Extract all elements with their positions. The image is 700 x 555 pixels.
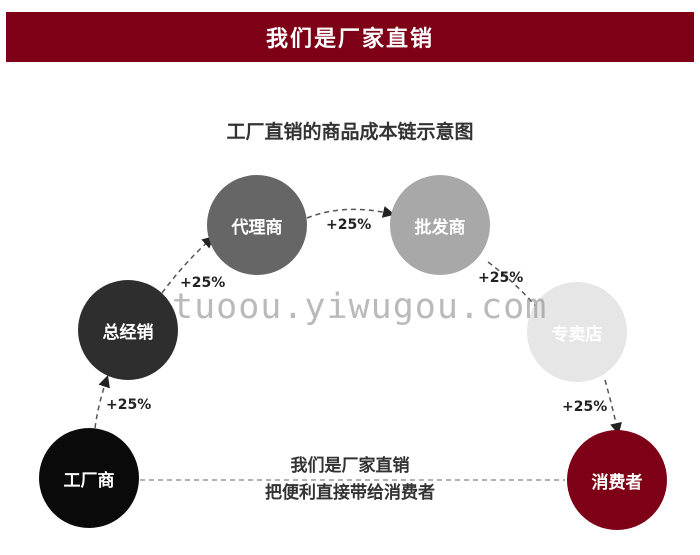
arrow-wholesaler-to-store xyxy=(487,261,550,325)
markup-label: +25% xyxy=(106,397,152,413)
node-label: 工厂商 xyxy=(63,470,115,491)
note-line-1: 我们是厂家直销 xyxy=(290,456,410,476)
arrow-store-to-consumer xyxy=(604,379,622,435)
node-general-distributor: 总经销 xyxy=(78,280,178,380)
node-label: 专卖店 xyxy=(551,324,603,345)
node-consumer: 消费者 xyxy=(567,430,667,530)
note-line-2: 把便利直接带给消费者 xyxy=(265,483,435,503)
banner-title: 我们是厂家直销 xyxy=(265,27,434,52)
markup-label: +25% xyxy=(478,270,524,286)
node-wholesaler: 批发商 xyxy=(390,175,490,275)
markup-label: +25% xyxy=(326,217,372,233)
diagram-title: 工厂直销的商品成本链示意图 xyxy=(226,121,474,143)
node-label: 消费者 xyxy=(591,472,643,493)
direct-sale-note: 我们是厂家直销 把便利直接带给消费者 xyxy=(0,453,700,507)
markup-label: +25% xyxy=(562,399,608,415)
arrow-factory-to-distributor xyxy=(94,375,110,429)
node-label: 总经销 xyxy=(102,322,154,343)
markup-label: +25% xyxy=(180,275,226,291)
watermark: tuoou.yiwugou.com xyxy=(172,287,548,327)
node-store: 专卖店 xyxy=(527,282,627,382)
node-label: 批发商 xyxy=(414,217,466,238)
header-banner: 我们是厂家直销 xyxy=(6,12,694,62)
node-label: 代理商 xyxy=(231,217,283,238)
node-factory: 工厂商 xyxy=(39,428,139,528)
arrow-distributor-to-agent xyxy=(161,236,215,294)
node-agent: 代理商 xyxy=(207,175,307,275)
